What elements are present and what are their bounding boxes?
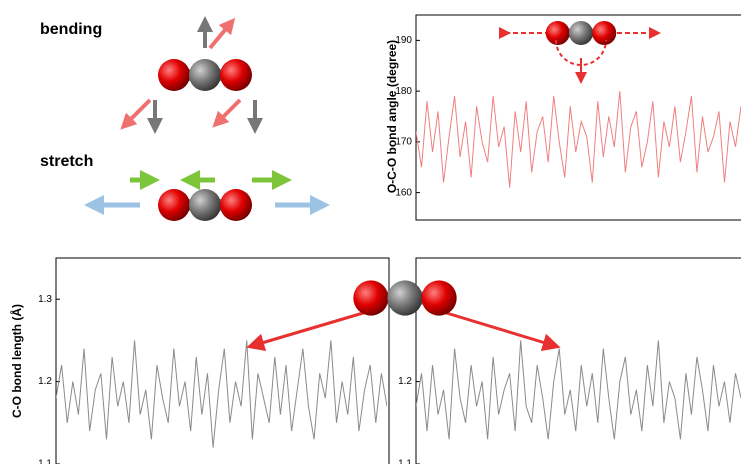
figure: bending stretch 160170180190O-C-O bond a…: [0, 0, 741, 464]
plot-frame: [416, 258, 741, 464]
data-line: [56, 340, 387, 447]
stretch-label: stretch: [40, 153, 93, 170]
y-tick-label: 1.3: [38, 294, 52, 305]
co2-molecule: [158, 189, 252, 221]
y-tick-label: 1.2: [398, 376, 412, 387]
angle-inset: [505, 21, 655, 78]
bending-label: bending: [40, 21, 102, 38]
y-tick-label: 1.1: [38, 459, 52, 464]
y-axis-label: C-O bond length (Å): [9, 304, 24, 418]
y-tick-label: 1.1: [398, 459, 412, 464]
data-line: [416, 340, 741, 439]
y-tick-label: 1.2: [38, 376, 52, 387]
plot-frame: [416, 15, 741, 220]
co2-molecule: [158, 59, 252, 91]
y-axis-label: O-C-O bond angle (degree): [385, 40, 399, 193]
data-line: [416, 91, 741, 187]
chart: 1.1 1.2 1.3 C-O bond length (Å): [9, 258, 389, 464]
bond-inset: [255, 280, 552, 345]
